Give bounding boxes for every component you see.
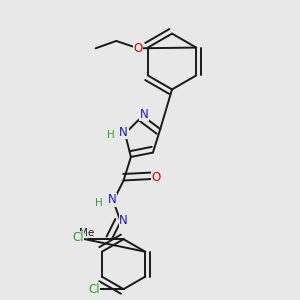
Text: N: N <box>107 193 116 206</box>
Text: Me: Me <box>79 228 94 238</box>
Text: N: N <box>119 214 128 226</box>
Text: N: N <box>140 108 148 121</box>
Text: Cl: Cl <box>88 283 100 296</box>
Text: H: H <box>95 197 103 208</box>
Text: N: N <box>119 125 128 139</box>
Text: O: O <box>134 42 143 55</box>
Text: Cl: Cl <box>72 231 84 244</box>
Text: H: H <box>107 130 115 140</box>
Text: O: O <box>151 171 160 184</box>
